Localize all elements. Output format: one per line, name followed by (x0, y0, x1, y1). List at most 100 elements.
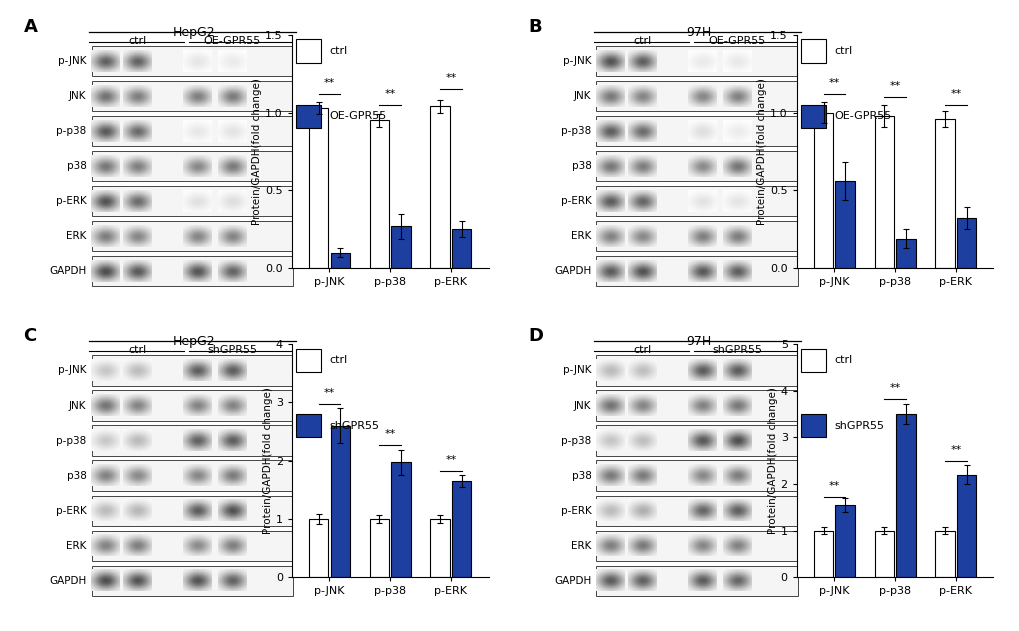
Bar (873, 115, 894, 268)
Bar (596, 116, 797, 146)
Text: JNK: JNK (574, 401, 591, 411)
Text: GAPDH: GAPDH (49, 266, 87, 276)
Text: ctrl: ctrl (128, 345, 147, 355)
Bar (309, 519, 328, 577)
Text: HepG2: HepG2 (172, 335, 215, 348)
Text: p38: p38 (66, 471, 87, 481)
Bar (451, 229, 471, 268)
Text: p-ERK: p-ERK (56, 196, 87, 206)
Text: JNK: JNK (69, 91, 87, 102)
Text: p38: p38 (571, 471, 591, 481)
Bar (296, 39, 321, 62)
Bar (956, 218, 975, 268)
Y-axis label: Protein/GAPDH(fold change): Protein/GAPDH(fold change) (756, 78, 766, 225)
Bar (296, 105, 321, 128)
Text: **: ** (445, 73, 457, 83)
Text: p-p38: p-p38 (560, 126, 591, 136)
Bar (956, 475, 975, 577)
Bar (596, 531, 797, 561)
Text: p-JNK: p-JNK (562, 56, 591, 66)
Bar (369, 519, 389, 577)
Text: **: ** (889, 383, 900, 393)
Bar (596, 565, 797, 596)
Text: JNK: JNK (69, 401, 87, 411)
Text: **: ** (828, 78, 840, 88)
Bar (430, 519, 449, 577)
Bar (92, 151, 292, 182)
Text: p-JNK: p-JNK (58, 365, 87, 375)
Bar (330, 426, 350, 577)
Bar (92, 355, 292, 386)
Text: **: ** (889, 81, 900, 91)
Bar (92, 565, 292, 596)
Bar (92, 461, 292, 491)
Text: shGPR55: shGPR55 (711, 345, 761, 355)
Bar (596, 186, 797, 216)
Bar (391, 463, 411, 577)
Bar (896, 414, 915, 577)
Text: OE-GPR55: OE-GPR55 (329, 112, 386, 121)
Bar (596, 46, 797, 76)
Bar (800, 348, 825, 372)
Bar (596, 151, 797, 182)
Text: p-JNK: p-JNK (58, 56, 87, 66)
Text: **: ** (324, 78, 335, 88)
Text: HepG2: HepG2 (172, 26, 215, 38)
Text: 97H: 97H (685, 26, 710, 38)
Text: ERK: ERK (66, 541, 87, 551)
Bar (451, 481, 471, 577)
Text: p-p38: p-p38 (560, 435, 591, 445)
Y-axis label: Protein/GAPDH(fold change): Protein/GAPDH(fold change) (263, 387, 273, 534)
Bar (934, 119, 954, 268)
Bar (596, 425, 797, 456)
Text: p-p38: p-p38 (56, 435, 87, 445)
Bar (835, 181, 854, 268)
Text: p38: p38 (571, 162, 591, 172)
Bar (92, 425, 292, 456)
Text: ctrl: ctrl (329, 355, 347, 365)
Bar (92, 495, 292, 526)
Bar (309, 108, 328, 268)
Text: **: ** (950, 89, 961, 99)
Bar (369, 121, 389, 268)
Text: **: ** (324, 388, 335, 398)
Bar (430, 106, 449, 268)
Text: p-p38: p-p38 (56, 126, 87, 136)
Text: ERK: ERK (66, 232, 87, 242)
Bar (813, 531, 833, 577)
Bar (596, 461, 797, 491)
Text: OE-GPR55: OE-GPR55 (204, 36, 261, 46)
Text: p-ERK: p-ERK (560, 196, 591, 206)
Text: C: C (23, 327, 37, 345)
Text: ctrl: ctrl (329, 46, 347, 56)
Text: p-ERK: p-ERK (560, 505, 591, 516)
Bar (596, 256, 797, 286)
Y-axis label: Protein/GAPDH(fold change): Protein/GAPDH(fold change) (252, 78, 262, 225)
Text: shGPR55: shGPR55 (834, 421, 883, 430)
Bar (92, 81, 292, 112)
Bar (835, 505, 854, 577)
Text: p38: p38 (66, 162, 87, 172)
Bar (596, 355, 797, 386)
Text: OE-GPR55: OE-GPR55 (834, 112, 891, 121)
Text: GAPDH: GAPDH (49, 575, 87, 586)
Bar (92, 116, 292, 146)
Text: p-ERK: p-ERK (56, 505, 87, 516)
Bar (896, 239, 915, 268)
Text: ctrl: ctrl (128, 36, 147, 46)
Bar (296, 348, 321, 372)
Bar (92, 221, 292, 252)
Bar (391, 226, 411, 268)
Bar (92, 186, 292, 216)
Text: OE-GPR55: OE-GPR55 (708, 36, 765, 46)
Text: ERK: ERK (571, 541, 591, 551)
Text: ERK: ERK (571, 232, 591, 242)
Text: ctrl: ctrl (834, 355, 852, 365)
Bar (92, 531, 292, 561)
Text: **: ** (384, 429, 395, 439)
Text: ctrl: ctrl (633, 345, 651, 355)
Text: **: ** (950, 445, 961, 455)
Bar (934, 531, 954, 577)
Text: **: ** (384, 89, 395, 99)
Bar (800, 39, 825, 62)
